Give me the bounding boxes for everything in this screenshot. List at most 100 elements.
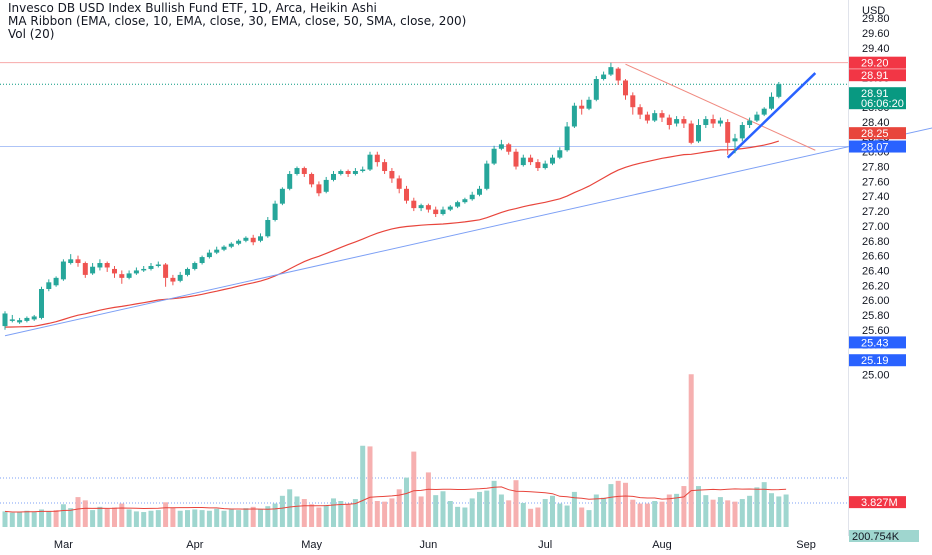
volume-bar <box>68 508 74 527</box>
price-tick-label: 27.80 <box>862 162 890 174</box>
legend-ma-ribbon[interactable]: MA Ribbon (EMA, close, 10, EMA, close, 3… <box>8 14 467 28</box>
volume-bar <box>535 507 541 527</box>
candle-body <box>2 313 8 327</box>
volume-bar <box>287 489 293 527</box>
candle-body <box>776 84 782 97</box>
candle-body <box>309 173 315 185</box>
price-tick-label: 26.00 <box>862 295 890 307</box>
volume-bar <box>126 509 132 527</box>
time-tick-label: Mar <box>54 539 73 550</box>
candle-body <box>440 209 446 215</box>
candle-body <box>199 257 205 264</box>
candle-body <box>725 122 731 143</box>
volume-bar <box>90 510 96 527</box>
candle-body <box>75 259 81 264</box>
price-label-text: 25.43 <box>861 337 889 349</box>
time-tick-label: Aug <box>652 539 672 550</box>
volume-bar <box>666 494 672 527</box>
candle-body <box>455 202 461 207</box>
candle-body <box>571 105 577 127</box>
volume-bar <box>199 510 205 527</box>
price-label-tag <box>849 140 906 153</box>
volume-bar <box>557 503 563 527</box>
volume-bar <box>659 501 665 527</box>
volume-bar <box>776 496 782 527</box>
price-label-tag <box>849 87 906 110</box>
candles <box>2 62 782 330</box>
candle-body <box>425 205 431 210</box>
candle-body <box>535 162 541 169</box>
candle-body <box>133 270 139 274</box>
candle-body <box>236 240 242 244</box>
volume-bar <box>739 499 745 527</box>
candle-body <box>316 184 322 194</box>
candle-body <box>155 264 161 266</box>
candle-body <box>498 144 504 149</box>
price-label-tag <box>849 496 906 509</box>
volume-bars <box>2 374 789 527</box>
candle-body <box>411 200 417 209</box>
candle-body <box>68 259 74 264</box>
volume-bar <box>725 500 731 527</box>
candle-body <box>104 263 110 268</box>
legend-symbol-title[interactable]: Invesco DB USD Index Bullish Fund ETF, 1… <box>8 1 377 15</box>
candle-body <box>469 194 475 200</box>
volume-bar <box>163 502 169 527</box>
horizontal-levels <box>0 62 848 504</box>
candle-body <box>644 114 650 121</box>
candle-body <box>674 119 680 124</box>
volume-bar <box>637 503 643 527</box>
candle-body <box>433 209 439 215</box>
time-tick-label: Jun <box>420 539 438 550</box>
legend-volume[interactable]: Vol (20) <box>8 27 55 41</box>
volume-bar <box>761 482 767 527</box>
price-tick-label: 27.40 <box>862 191 890 203</box>
volume-bar <box>60 504 66 527</box>
candle-body <box>506 144 512 152</box>
price-label-tag <box>849 127 906 140</box>
volume-bar <box>644 503 650 527</box>
volume-bar <box>520 502 526 527</box>
candle-body <box>250 237 256 243</box>
candle-body <box>593 79 599 100</box>
candle-body <box>221 246 227 250</box>
candle-body <box>418 205 424 209</box>
ma-ribbon-line <box>4 140 779 328</box>
candle-body <box>528 157 534 163</box>
candle-body <box>396 178 402 189</box>
candle-body <box>652 113 658 121</box>
trendline-breakout[interactable] <box>726 72 817 159</box>
trendline-resistance[interactable] <box>625 63 816 151</box>
volume-bar <box>477 491 482 527</box>
volume-bar <box>440 491 446 527</box>
volume-ma-line <box>4 486 787 513</box>
price-tick-label: 27.60 <box>862 176 890 188</box>
volume-bar <box>389 498 395 527</box>
volume-bar <box>513 480 519 527</box>
chart-legend: Invesco DB USD Index Bullish Fund ETF, 1… <box>8 2 466 41</box>
price-label-text: 29.20 <box>861 58 889 70</box>
volume-bar <box>579 507 585 527</box>
candle-body <box>338 171 344 174</box>
candle-body <box>586 99 592 109</box>
candle-body <box>185 268 190 275</box>
candle-body <box>477 188 482 195</box>
price-tick-label: 26.40 <box>862 265 890 277</box>
trendline-support[interactable] <box>4 127 932 337</box>
volume-bar <box>382 501 388 527</box>
time-tick-label: Sep <box>796 539 816 550</box>
time-tick-label: Jul <box>538 539 552 550</box>
candle-body <box>112 268 117 274</box>
candle-body <box>177 274 183 281</box>
candle-body <box>389 171 395 179</box>
volume-bar <box>455 506 461 527</box>
volume-bar <box>53 510 59 527</box>
volume-bar <box>309 504 315 527</box>
price-label-text: 28.07 <box>861 142 889 154</box>
price-label-tag <box>849 354 906 367</box>
trendlines[interactable] <box>4 63 932 337</box>
candle-body <box>404 188 409 201</box>
candle-body <box>367 154 373 170</box>
